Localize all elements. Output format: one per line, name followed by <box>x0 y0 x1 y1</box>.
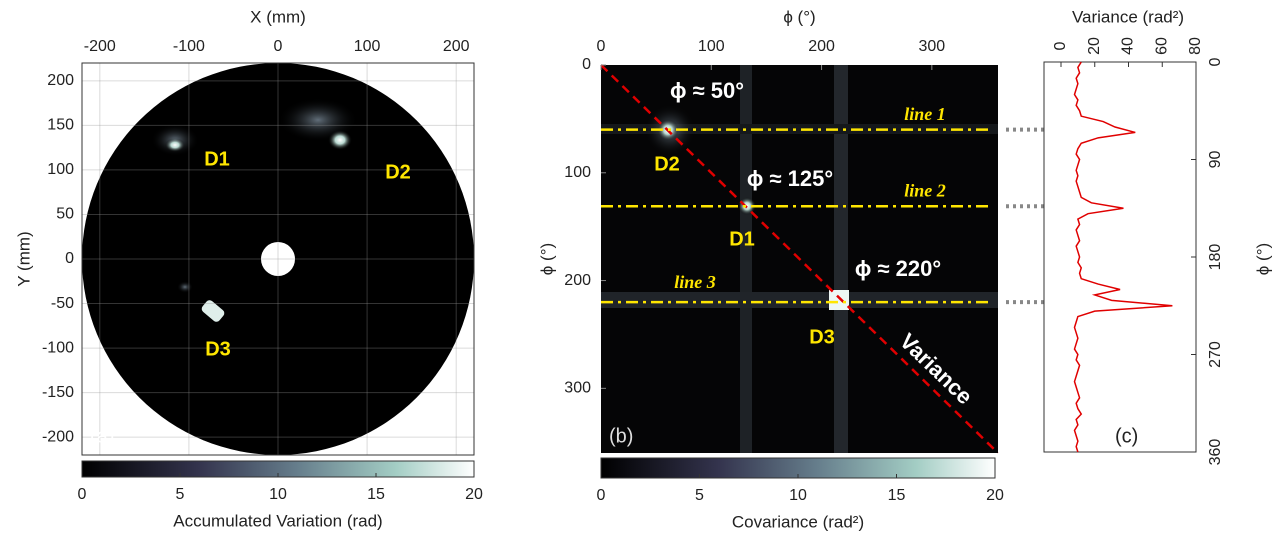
blob <box>829 290 849 310</box>
annotation: D3 <box>205 338 231 360</box>
x-tick-label: 200 <box>808 38 835 55</box>
x-tick-label: 100 <box>698 38 725 55</box>
colorbar-tick-label: 5 <box>695 487 704 504</box>
x-tick-label: 80 <box>1187 37 1204 55</box>
band <box>834 65 848 453</box>
colorbar-label: Accumulated Variation (rad) <box>173 511 382 530</box>
y-tick-label: 90 <box>1207 151 1224 169</box>
annotation: ϕ ≈ 50° <box>670 78 744 103</box>
line-label: line 3 <box>674 272 716 292</box>
figure: -200-1000100200-200-150-100-500501001502… <box>0 0 1285 545</box>
y-tick-label: -100 <box>42 339 74 356</box>
y-tick-label: 50 <box>56 206 74 223</box>
y-tick-label: -150 <box>42 384 74 401</box>
blob <box>177 281 193 293</box>
y-tick-label: -200 <box>42 428 74 445</box>
blob <box>328 130 352 150</box>
annotation: D1 <box>729 228 755 250</box>
annotation: D3 <box>809 326 835 348</box>
annotation: D2 <box>385 161 411 183</box>
x-axis-label: Variance (rad²) <box>1072 7 1184 26</box>
y-tick-label: 200 <box>47 72 74 89</box>
x-tick-label: 0 <box>597 38 606 55</box>
y-tick-label: 360 <box>1207 439 1224 466</box>
annotation: ϕ ≈ 220° <box>855 256 941 281</box>
y-axis-label: ϕ (°) <box>1253 243 1272 275</box>
x-tick-label: 300 <box>918 38 945 55</box>
band <box>740 65 752 453</box>
colorbar-tick-label: 0 <box>78 486 87 503</box>
y-tick-label: 270 <box>1207 341 1224 368</box>
colorbar-tick-label: 15 <box>367 486 385 503</box>
blob <box>165 138 185 152</box>
panel-label: (b) <box>609 425 633 447</box>
y-axis-label: ϕ (°) <box>537 243 556 275</box>
y-tick-label: 200 <box>564 272 591 289</box>
band <box>601 292 998 308</box>
panel-label: (a) <box>90 425 114 447</box>
annotation: D1 <box>204 148 230 170</box>
x-axis-label: X (mm) <box>250 7 306 26</box>
line-label: line 1 <box>904 104 946 124</box>
y-tick-label: 150 <box>47 117 74 134</box>
colorbar-tick-label: 0 <box>597 487 606 504</box>
line-label: line 2 <box>904 180 946 200</box>
colorbar-tick-label: 20 <box>465 486 483 503</box>
y-tick-label: 300 <box>564 380 591 397</box>
frame <box>1044 62 1196 452</box>
colorbar-tick-label: 10 <box>789 487 807 504</box>
x-tick-label: 0 <box>274 38 283 55</box>
annotation: D2 <box>654 153 680 175</box>
x-tick-label: 0 <box>1052 41 1069 50</box>
colorbar-label: Covariance (rad²) <box>732 512 864 531</box>
x-tick-label: 40 <box>1120 37 1137 55</box>
colorbar-tick-label: 5 <box>176 486 185 503</box>
x-tick-label: -200 <box>84 38 116 55</box>
x-tick-label: 200 <box>443 38 470 55</box>
annotation: ϕ ≈ 125° <box>747 166 833 191</box>
x-tick-label: 100 <box>354 38 381 55</box>
y-axis-label: Y (mm) <box>14 231 33 286</box>
colorbar-tick-label: 20 <box>986 487 1004 504</box>
y-tick-label: 0 <box>1207 57 1224 66</box>
x-tick-label: -100 <box>173 38 205 55</box>
y-tick-label: 0 <box>65 250 74 267</box>
panel-label: (c) <box>1115 425 1138 447</box>
y-tick-label: 100 <box>564 164 591 181</box>
x-tick-label: 60 <box>1153 37 1170 55</box>
x-axis-label: ϕ (°) <box>783 7 815 26</box>
x-tick-label: 20 <box>1086 37 1103 55</box>
y-tick-label: 100 <box>47 161 74 178</box>
y-tick-label: 180 <box>1207 244 1224 271</box>
y-tick-label: 0 <box>582 56 591 73</box>
colorbar-tick-label: 15 <box>888 487 906 504</box>
y-tick-label: -50 <box>51 295 74 312</box>
colorbar-tick-label: 10 <box>269 486 287 503</box>
